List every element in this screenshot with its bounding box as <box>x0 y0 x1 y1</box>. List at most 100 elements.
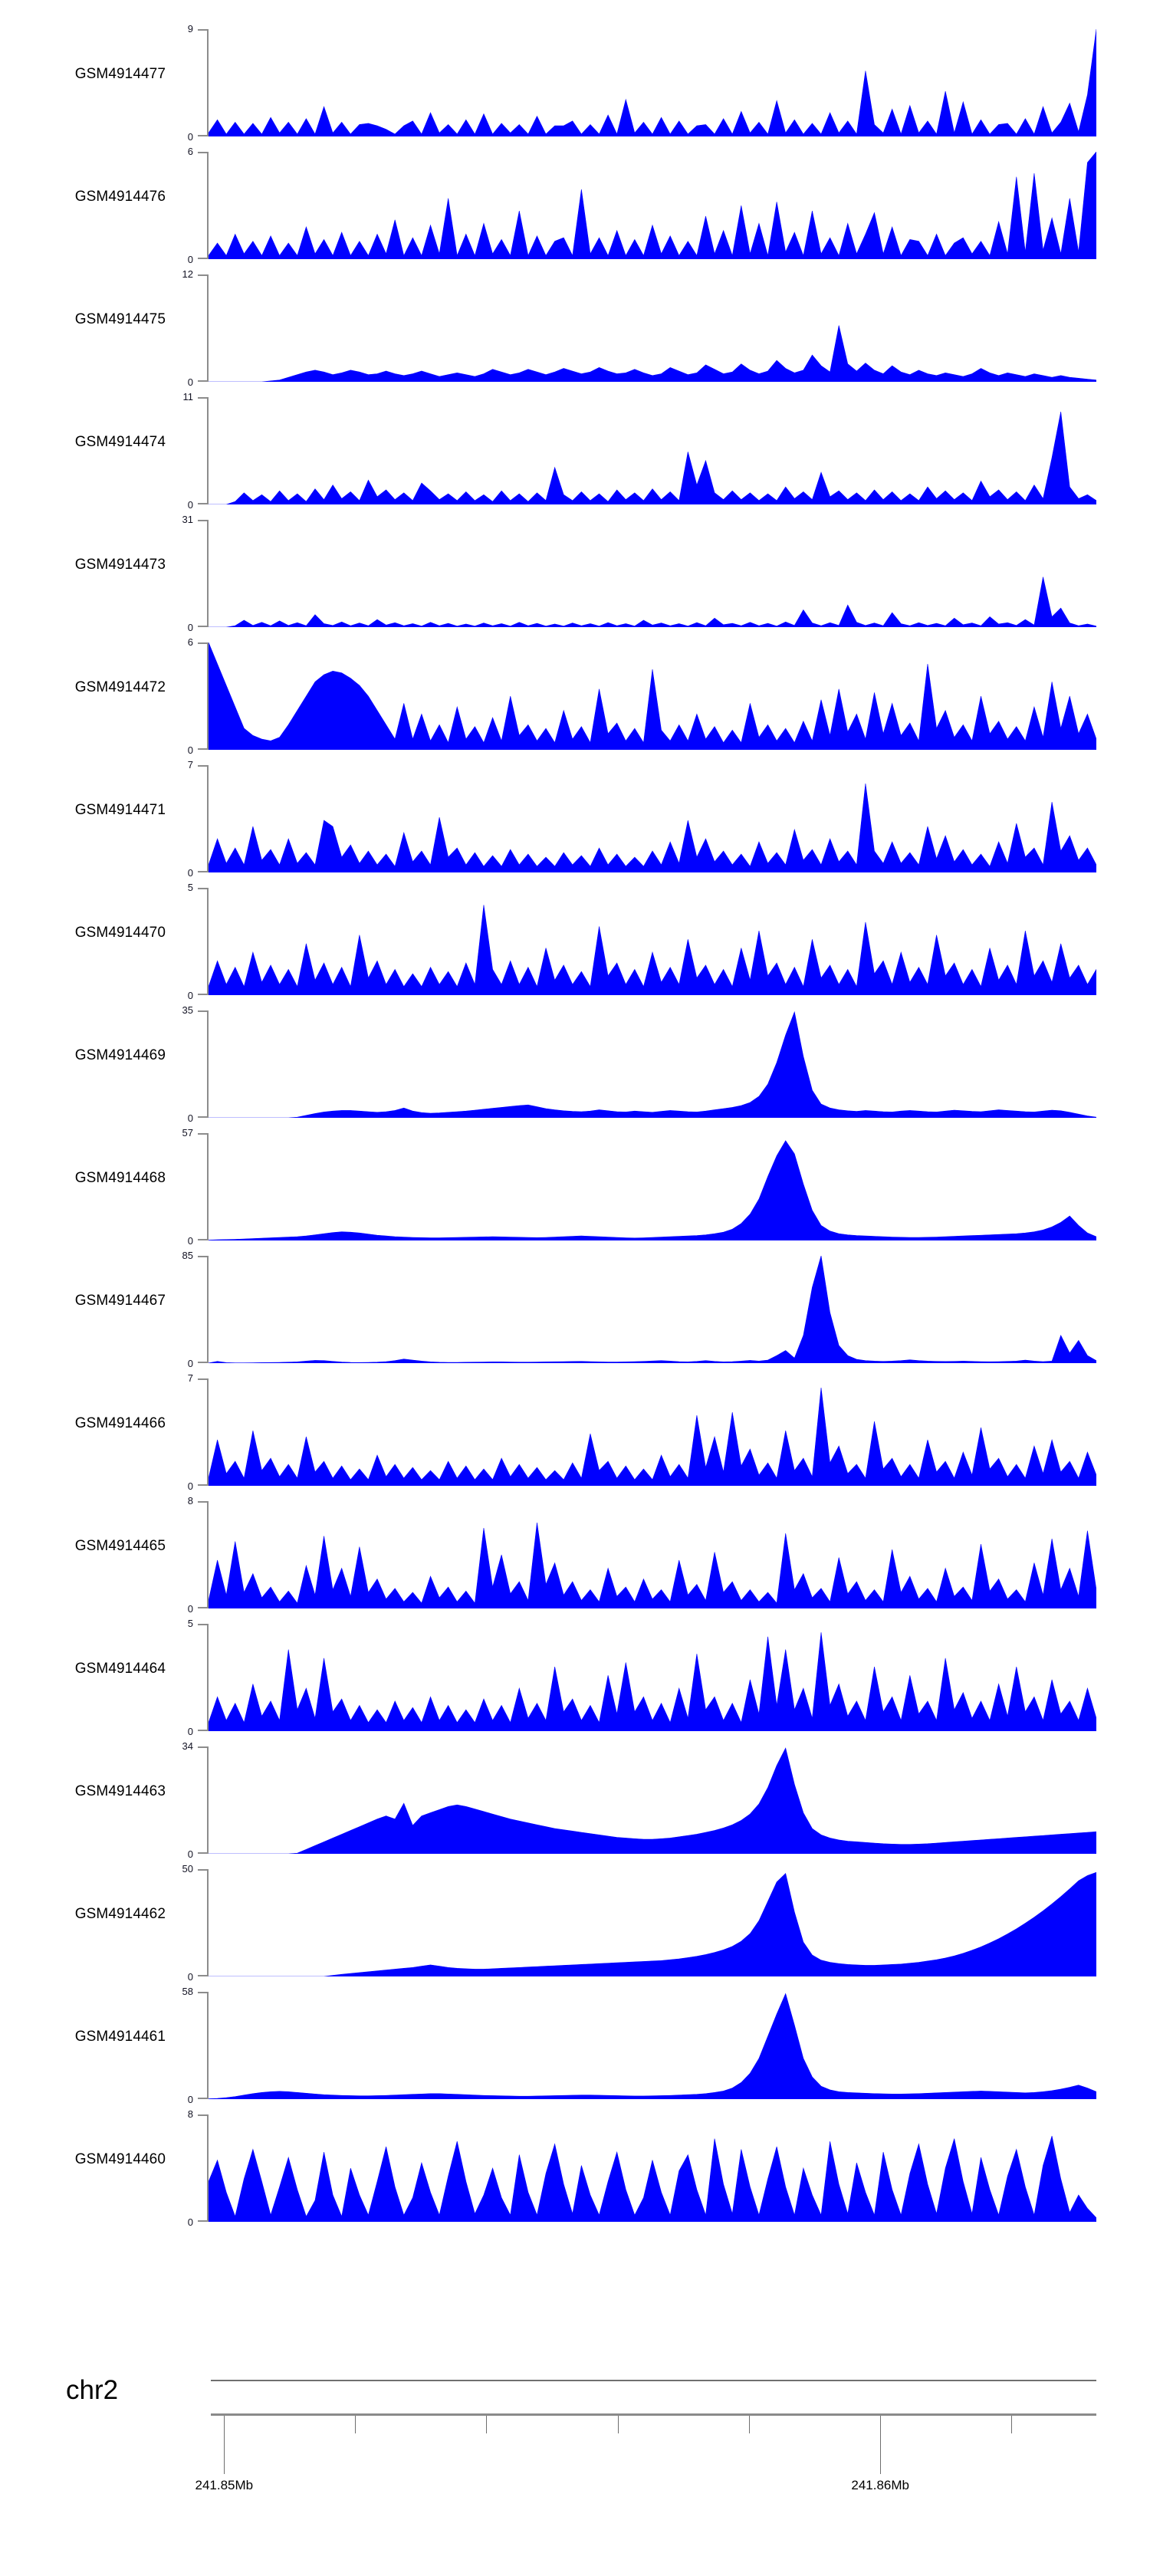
coverage-track[interactable]: GSM4914469 35 0 <box>0 1004 1150 1127</box>
track-label: GSM4914477 <box>74 66 166 82</box>
y-axis-min-label: 0 <box>187 1480 193 1492</box>
coverage-plot[interactable] <box>209 274 1096 382</box>
coverage-track[interactable]: GSM4914471 7 0 <box>0 759 1150 882</box>
y-axis-line <box>207 642 209 750</box>
y-axis-max-label: 50 <box>182 1863 193 1875</box>
y-axis-max-label: 7 <box>187 1372 193 1384</box>
coverage-track[interactable]: GSM4914476 6 0 <box>0 146 1150 268</box>
coverage-track[interactable]: GSM4914463 34 0 <box>0 1740 1150 1863</box>
coverage-track[interactable]: GSM4914475 12 0 <box>0 268 1150 391</box>
y-axis-line <box>207 520 209 627</box>
y-axis-max-label: 5 <box>187 1618 193 1629</box>
coverage-track[interactable]: GSM4914470 5 0 <box>0 882 1150 1004</box>
coverage-plot[interactable] <box>209 1746 1096 1854</box>
y-axis-min-label: 0 <box>187 1358 193 1369</box>
y-axis-tick-min <box>198 1852 209 1854</box>
y-axis-tick-min <box>198 1730 209 1731</box>
coverage-plot[interactable] <box>209 1869 1096 1976</box>
y-axis: 11 0 <box>178 392 209 510</box>
chromosome-label: chr2 <box>66 2375 119 2405</box>
y-axis-min-label: 0 <box>187 622 193 633</box>
y-axis-tick-max <box>198 765 209 767</box>
y-axis-line <box>207 274 209 382</box>
y-axis-line <box>207 888 209 995</box>
y-axis-line <box>207 1501 209 1608</box>
y-axis: 34 0 <box>178 1741 209 1859</box>
coverage-plot[interactable] <box>209 765 1096 872</box>
coverage-track[interactable]: GSM4914462 50 0 <box>0 1863 1150 1986</box>
y-axis-tick-max <box>198 1133 209 1135</box>
axis-major-tick <box>880 2416 882 2474</box>
coverage-plot[interactable] <box>209 1010 1096 1118</box>
coverage-track[interactable]: GSM4914464 5 0 <box>0 1618 1150 1740</box>
coverage-track[interactable]: GSM4914473 31 0 <box>0 514 1150 636</box>
track-label: GSM4914469 <box>74 1047 166 1063</box>
y-axis-tick-max <box>198 520 209 521</box>
coverage-plot[interactable] <box>209 1256 1096 1363</box>
coverage-track[interactable]: GSM4914467 85 0 <box>0 1250 1150 1372</box>
y-axis: 58 0 <box>178 1986 209 2104</box>
y-axis-tick-min <box>198 994 209 995</box>
y-axis-min-label: 0 <box>187 131 193 143</box>
coverage-plot[interactable] <box>209 152 1096 259</box>
y-axis-tick-min <box>198 1116 209 1118</box>
y-axis-line <box>207 1992 209 2099</box>
coverage-plot[interactable] <box>209 1624 1096 1731</box>
y-axis-min-label: 0 <box>187 1971 193 1983</box>
y-axis-max-label: 8 <box>187 2108 193 2120</box>
y-axis-max-label: 7 <box>187 759 193 770</box>
y-axis-max-label: 35 <box>182 1004 193 1016</box>
y-axis-max-label: 58 <box>182 1986 193 1997</box>
y-axis-tick-max <box>198 1746 209 1748</box>
y-axis-max-label: 5 <box>187 882 193 893</box>
y-axis-tick-min <box>198 626 209 627</box>
track-label: GSM4914473 <box>74 557 166 573</box>
y-axis-line <box>207 1869 209 1976</box>
y-axis-tick-min <box>198 871 209 872</box>
track-label: GSM4914464 <box>74 1661 166 1677</box>
coverage-track[interactable]: GSM4914465 8 0 <box>0 1495 1150 1618</box>
coverage-plot[interactable] <box>209 29 1096 136</box>
y-axis-max-label: 6 <box>187 636 193 648</box>
coverage-track[interactable]: GSM4914472 6 0 <box>0 636 1150 759</box>
y-axis-min-label: 0 <box>187 1112 193 1124</box>
y-axis-min-label: 0 <box>187 1603 193 1615</box>
y-axis: 85 0 <box>178 1250 209 1368</box>
coverage-plot[interactable] <box>209 1378 1096 1486</box>
y-axis-max-label: 34 <box>182 1740 193 1752</box>
y-axis-max-label: 6 <box>187 146 193 157</box>
y-axis-tick-min <box>198 748 209 750</box>
coverage-track[interactable]: GSM4914477 9 0 <box>0 23 1150 146</box>
y-axis-max-label: 9 <box>187 23 193 34</box>
y-axis-tick-max <box>198 1256 209 1257</box>
coverage-plot[interactable] <box>209 1133 1096 1240</box>
axis-minor-tick <box>486 2416 488 2433</box>
axis-top-rule <box>211 2380 1096 2381</box>
coverage-plot[interactable] <box>209 888 1096 995</box>
y-axis-tick-min <box>198 1975 209 1976</box>
y-axis-line <box>207 29 209 136</box>
coverage-plot[interactable] <box>209 397 1096 504</box>
coverage-plot[interactable] <box>209 2114 1096 2222</box>
coverage-plot[interactable] <box>209 520 1096 627</box>
coverage-track[interactable]: GSM4914474 11 0 <box>0 391 1150 514</box>
y-axis-tick-max <box>198 2114 209 2116</box>
coverage-plot[interactable] <box>209 1992 1096 2099</box>
coverage-track[interactable]: GSM4914468 57 0 <box>0 1127 1150 1250</box>
y-axis-min-label: 0 <box>187 2094 193 2105</box>
axis-minor-tick <box>618 2416 619 2433</box>
coverage-track[interactable]: GSM4914461 58 0 <box>0 1986 1150 2108</box>
y-axis-tick-max <box>198 1501 209 1503</box>
coverage-plot[interactable] <box>209 642 1096 750</box>
y-axis-tick-max <box>198 274 209 276</box>
y-axis: 12 0 <box>178 269 209 387</box>
coverage-track[interactable]: GSM4914466 7 0 <box>0 1372 1150 1495</box>
coverage-track[interactable]: GSM4914460 8 0 <box>0 2108 1150 2231</box>
y-axis: 57 0 <box>178 1128 209 1246</box>
y-axis-tick-min <box>198 1484 209 1486</box>
coverage-plot[interactable] <box>209 1501 1096 1608</box>
